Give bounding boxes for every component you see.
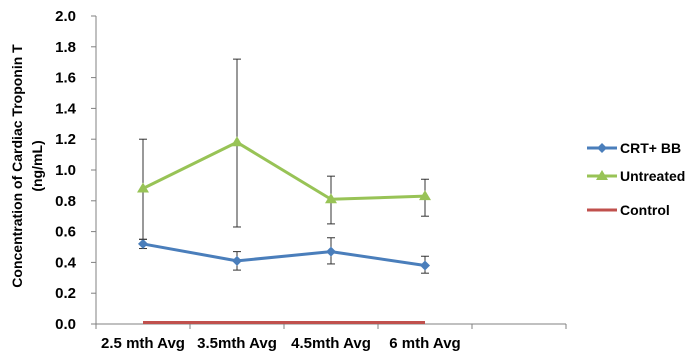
legend: CRT+ BB Untreated Control (587, 140, 685, 218)
y-tick-label: 1.2 (55, 131, 76, 148)
data-point (231, 136, 243, 147)
y-tick-label: 1.0 (55, 162, 76, 179)
x-tick-label: 3.5mth Avg (197, 335, 277, 352)
y-tick-label: 1.4 (55, 100, 77, 117)
x-tick-label: 2.5 mth Avg (101, 335, 185, 352)
legend-marker (596, 170, 608, 180)
series-line (142, 242, 426, 267)
series-line (142, 140, 426, 201)
y-tick-label: 1.8 (55, 39, 76, 56)
y-tick-label: 1.6 (55, 70, 76, 87)
x-axis-ticks: 2.5 mth Avg 3.5mth Avg 4.5mth Avg 6 mth Avg (95, 324, 567, 352)
data-point (326, 246, 336, 257)
y-tick-label: 0.2 (55, 285, 76, 302)
data-point (232, 255, 242, 266)
x-tick-label: 6 mth Avg (389, 335, 460, 352)
series-layer (137, 58, 431, 324)
x-tick-label: 4.5mth Avg (291, 335, 371, 352)
legend-item: Untreated (587, 168, 685, 184)
series-crt-bb (138, 237, 430, 274)
legend-label: Untreated (620, 168, 685, 184)
series-untreated (137, 58, 431, 240)
data-point (138, 238, 148, 249)
y-tick-label: 0.8 (55, 193, 76, 210)
legend-label: Control (620, 202, 670, 218)
y-axis-title: Concentration of Cardiac Troponin T (ng/… (9, 44, 45, 288)
data-point (137, 182, 149, 193)
y-tick-label: 0.4 (55, 254, 77, 271)
legend-item: CRT+ BB (587, 140, 681, 156)
legend-label: CRT+ BB (620, 140, 681, 156)
data-point (419, 190, 431, 201)
y-axis-title-line1: Concentration of Cardiac Troponin T (9, 44, 25, 288)
legend-item: Control (587, 202, 670, 218)
legend-marker (597, 143, 607, 153)
y-tick-label: 0.6 (55, 224, 76, 241)
data-point (325, 193, 337, 204)
y-axis-title-line2: (ng/mL) (29, 140, 45, 191)
y-tick-label: 0.0 (55, 316, 76, 333)
data-point (420, 260, 430, 271)
y-tick-label: 2.0 (55, 8, 76, 25)
y-axis-ticks: 0.0 0.2 0.4 0.6 0.8 1.0 1.2 1.4 1.6 1.8 2.0 (55, 8, 96, 333)
